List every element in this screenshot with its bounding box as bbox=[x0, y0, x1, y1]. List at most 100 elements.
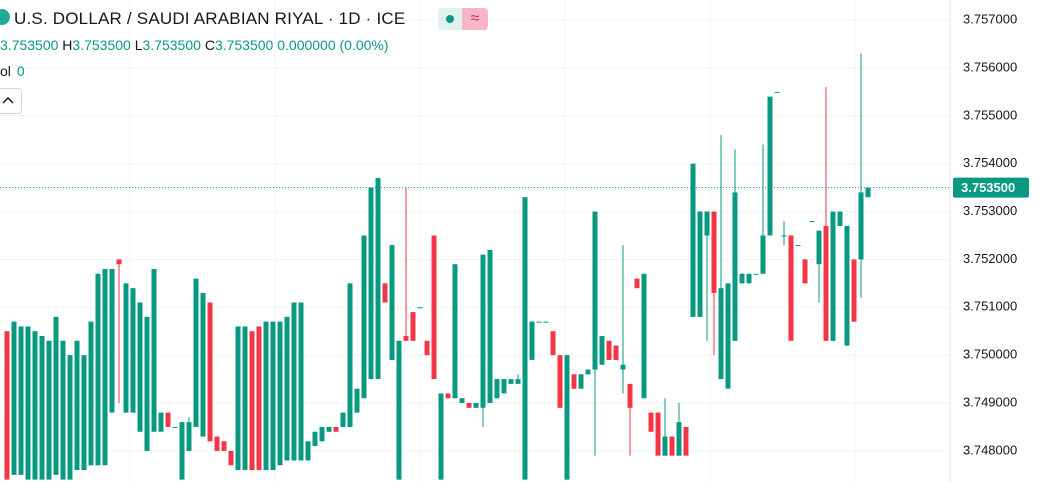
candle-body bbox=[515, 379, 521, 384]
low-key: L bbox=[134, 37, 143, 53]
candle-body bbox=[795, 245, 801, 247]
candle-body bbox=[88, 321, 94, 466]
candle-body bbox=[361, 235, 367, 399]
candle-body bbox=[32, 331, 38, 480]
candle-body bbox=[186, 422, 192, 451]
candle-body bbox=[704, 211, 710, 236]
candle-body bbox=[382, 283, 388, 303]
candle-body bbox=[732, 192, 738, 341]
candle-body bbox=[193, 278, 199, 427]
candle-body bbox=[592, 211, 598, 370]
candle-body bbox=[844, 225, 850, 346]
candle-body bbox=[389, 245, 395, 360]
candle-body bbox=[823, 225, 829, 341]
y-tick-label: 3.756000 bbox=[963, 59, 1017, 74]
candle-body bbox=[676, 422, 682, 456]
candle-body bbox=[480, 254, 486, 408]
candle-body bbox=[228, 450, 234, 466]
candle-body bbox=[550, 331, 556, 356]
candle-body bbox=[634, 278, 640, 289]
candle-body bbox=[263, 321, 269, 471]
candle-body bbox=[865, 187, 871, 198]
candle-body bbox=[151, 269, 157, 432]
candle-body bbox=[39, 336, 45, 480]
candle-body bbox=[305, 441, 311, 461]
y-tick-label: 3.752000 bbox=[963, 251, 1017, 266]
candle-body bbox=[536, 321, 542, 323]
candle-body bbox=[571, 374, 577, 389]
y-tick-label: 3.748000 bbox=[963, 442, 1017, 457]
candle-body bbox=[858, 192, 864, 260]
candle-body bbox=[130, 288, 136, 413]
candle-body bbox=[438, 393, 444, 480]
candle-body bbox=[256, 326, 262, 471]
volume-value: 0 bbox=[16, 63, 25, 79]
collapse-button[interactable] bbox=[0, 88, 22, 114]
candle-body bbox=[109, 269, 115, 413]
candle-body bbox=[207, 302, 213, 442]
candle-body bbox=[284, 316, 290, 461]
y-tick-label: 3.749000 bbox=[963, 394, 1017, 409]
candle-body bbox=[809, 221, 815, 223]
volume-legend: ol 0 bbox=[0, 63, 25, 79]
ohlc-legend: 3.753500 H3.753500 L3.753500 C3.753500 0… bbox=[0, 37, 389, 53]
candle-body bbox=[347, 283, 353, 427]
candle-body bbox=[767, 96, 773, 236]
candle-body bbox=[487, 249, 493, 404]
market-open-badge[interactable] bbox=[438, 8, 462, 30]
candle-body bbox=[270, 321, 276, 471]
candle-body bbox=[214, 436, 220, 451]
candle-body bbox=[137, 302, 143, 432]
candle-body bbox=[697, 211, 703, 317]
candle-body bbox=[396, 340, 402, 480]
volume-label: ol bbox=[0, 63, 11, 79]
candle-body bbox=[774, 91, 780, 93]
candle-body bbox=[452, 264, 458, 399]
open-value: 3.753500 bbox=[0, 37, 59, 53]
candle-body bbox=[277, 321, 283, 466]
candle-body bbox=[466, 403, 472, 408]
candle-body bbox=[144, 316, 150, 451]
candle-body bbox=[683, 426, 689, 456]
candle-body bbox=[564, 355, 570, 480]
candle-body bbox=[46, 340, 52, 480]
candle-body bbox=[18, 326, 24, 475]
candle-body bbox=[235, 326, 241, 471]
y-tick-label: 3.751000 bbox=[963, 299, 1017, 314]
candle-body bbox=[431, 235, 437, 380]
delay-badge[interactable]: ≈ bbox=[462, 8, 488, 30]
candle-body bbox=[578, 374, 584, 389]
candle-body bbox=[648, 412, 654, 432]
candle-body bbox=[200, 292, 206, 437]
candle-body bbox=[508, 379, 514, 384]
candle-body bbox=[291, 302, 297, 461]
candle-body bbox=[53, 316, 59, 475]
y-tick-label: 3.757000 bbox=[963, 12, 1017, 27]
y-tick-label: 3.753000 bbox=[963, 203, 1017, 218]
candle-body bbox=[25, 326, 31, 480]
symbol-icon bbox=[0, 9, 10, 25]
chart-title: U.S. DOLLAR / SAUDI ARABIAN RIYAL · 1D ·… bbox=[14, 9, 406, 28]
candle-body bbox=[319, 426, 325, 442]
candle-body bbox=[123, 283, 129, 413]
close-value: 3.753500 bbox=[214, 37, 274, 53]
candle-body bbox=[417, 307, 423, 309]
candle-body bbox=[662, 436, 668, 456]
candle-body bbox=[557, 355, 563, 408]
candle-body bbox=[298, 302, 304, 461]
candle-body bbox=[11, 321, 17, 475]
candle-body bbox=[655, 412, 661, 456]
status-badges[interactable]: ≈ bbox=[438, 8, 488, 30]
candle-body bbox=[606, 340, 612, 360]
change: 0.000000 (0.00%) bbox=[277, 37, 389, 53]
candle-body bbox=[725, 283, 731, 389]
candle-body bbox=[788, 235, 794, 341]
candle-body bbox=[333, 426, 339, 432]
candle-body bbox=[221, 441, 227, 451]
y-tick-label: 3.754000 bbox=[963, 155, 1017, 170]
candle-body bbox=[690, 163, 696, 317]
candle-body bbox=[340, 412, 346, 427]
candle-body bbox=[613, 345, 619, 360]
candle-body bbox=[851, 259, 857, 322]
